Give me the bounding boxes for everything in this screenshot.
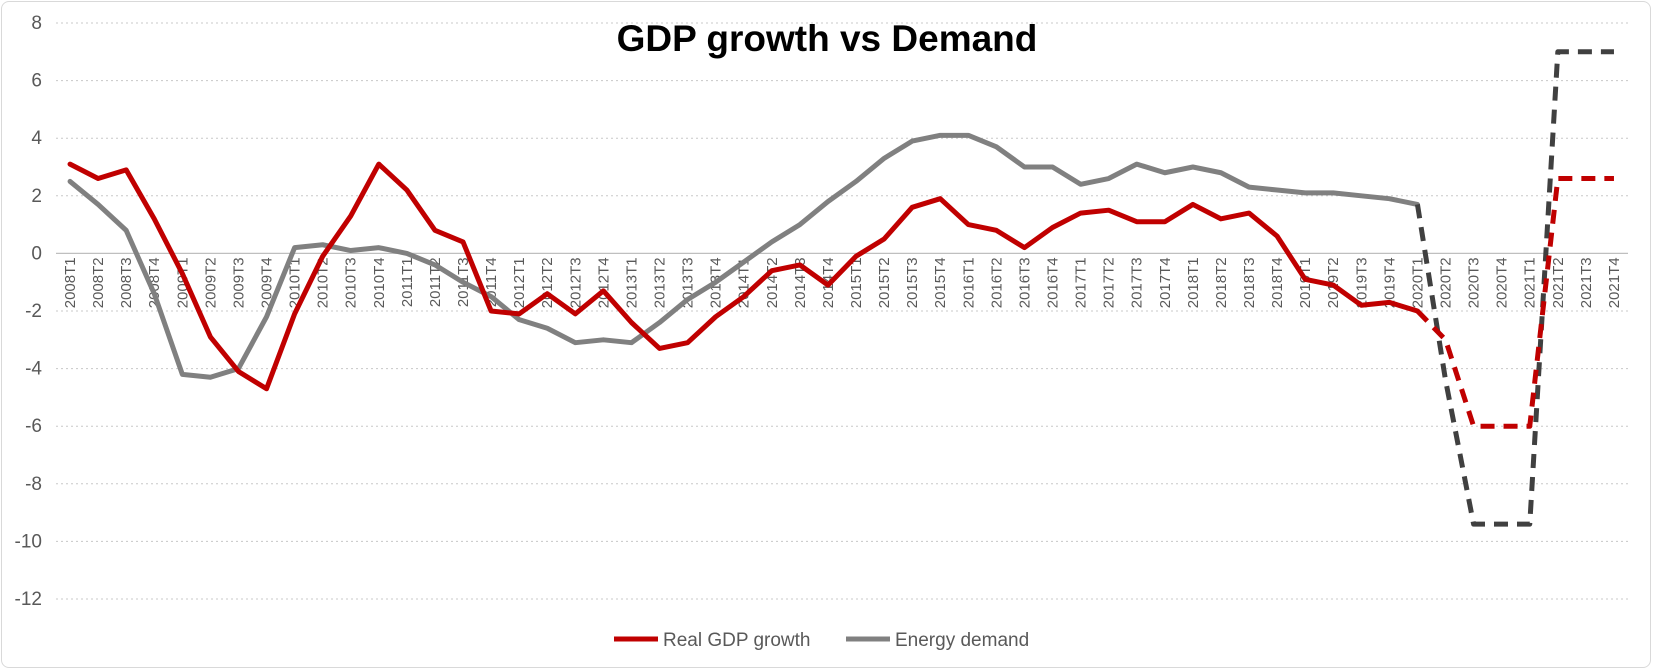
y-tick-label: -12 — [15, 589, 42, 610]
x-tick-label: 2008T3 — [118, 257, 135, 308]
x-tick-label: 2012T1 — [511, 257, 528, 308]
y-tick-label: 4 — [31, 128, 42, 149]
x-tick-label: 2015T2 — [876, 257, 893, 308]
legend-label: Real GDP growth — [663, 630, 811, 651]
x-tick-label: 2021T4 — [1606, 257, 1623, 308]
x-tick-label: 2017T1 — [1073, 257, 1090, 308]
y-tick-label: -8 — [25, 474, 42, 495]
y-tick-label: 6 — [31, 71, 42, 92]
x-tick-label: 2010T1 — [287, 257, 304, 308]
x-tick-label: 2018T3 — [1241, 257, 1258, 308]
chart-title: GDP growth vs Demand — [616, 18, 1038, 59]
gridlines — [56, 22, 1628, 600]
x-tick-label: 2016T4 — [1045, 257, 1062, 308]
x-tick-label: 2017T2 — [1101, 257, 1118, 308]
x-tick-label: 2019T4 — [1381, 257, 1398, 308]
x-tick-label: 2016T1 — [960, 257, 977, 308]
x-tick-label: 2017T3 — [1129, 257, 1146, 308]
x-tick-label: 2008T2 — [90, 257, 107, 308]
legend-label: Energy demand — [895, 630, 1029, 651]
x-tick-label: 2015T4 — [932, 257, 949, 308]
x-tick-label: 2019T3 — [1353, 257, 1370, 308]
x-tick-label: 2017T4 — [1157, 257, 1174, 308]
x-tick-label: 2016T3 — [1016, 257, 1033, 308]
x-tick-label: 2012T3 — [567, 257, 584, 308]
series-line-energy-demand — [67, 132, 1420, 380]
x-tick-label: 2008T1 — [62, 257, 79, 308]
y-tick-label: -6 — [25, 416, 42, 437]
x-tick-label: 2020T2 — [1438, 257, 1455, 308]
x-tick-label: 2015T3 — [904, 257, 921, 308]
x-tick-label: 2021T2 — [1550, 257, 1567, 308]
x-tick-label: 2011T1 — [399, 257, 416, 307]
y-tick-label: -10 — [15, 531, 42, 552]
x-tick-label: 2010T4 — [371, 257, 388, 308]
x-tick-label: 2014T2 — [764, 257, 781, 308]
x-tick-label: 2016T2 — [988, 257, 1005, 308]
x-tick-label: 2009T4 — [259, 257, 276, 308]
y-tick-label: 8 — [31, 13, 42, 34]
series-forecast-line-real-gdp-growth — [1415, 176, 1614, 429]
x-tick-label: 2009T2 — [202, 257, 219, 308]
x-tick-label: 2009T3 — [230, 257, 247, 308]
x-tick-label: 2020T1 — [1409, 257, 1426, 308]
x-tick-label: 2010T2 — [315, 257, 332, 308]
series-forecast-line-energy-demand — [1414, 49, 1614, 527]
x-tick-label: 2021T3 — [1578, 257, 1595, 308]
x-tick-label: 2015T1 — [848, 257, 865, 308]
x-tick-label: 2020T3 — [1466, 257, 1483, 308]
x-tick-label: 2008T4 — [146, 257, 163, 308]
x-tick-label: 2020T4 — [1494, 257, 1511, 308]
x-tick-label: 2013T1 — [623, 257, 640, 308]
y-tick-label: -2 — [25, 301, 42, 322]
x-axis-ticks: 2008T1 2008T2 2008T3 2008T4 2009T1 2009T2 2009… — [62, 257, 1623, 308]
legend: Real GDP growth Energy demand — [614, 630, 1029, 651]
series-lines — [67, 49, 1614, 527]
x-tick-label: 2010T3 — [343, 257, 360, 308]
x-tick-label: 2018T1 — [1185, 257, 1202, 308]
x-tick-label: 2021T1 — [1522, 257, 1539, 308]
x-tick-label: 2018T4 — [1269, 257, 1286, 308]
y-tick-label: 0 — [31, 243, 42, 264]
y-tick-label: 2 — [31, 186, 42, 207]
series-line-real-gdp-growth — [67, 161, 1420, 392]
y-tick-label: -4 — [25, 359, 42, 380]
x-tick-label: 2013T2 — [652, 257, 669, 308]
x-tick-label: 2018T2 — [1213, 257, 1230, 308]
y-axis-ticks: 8 6 4 2 0 -2 -4 -6 -8 -10 -12 — [15, 13, 43, 610]
